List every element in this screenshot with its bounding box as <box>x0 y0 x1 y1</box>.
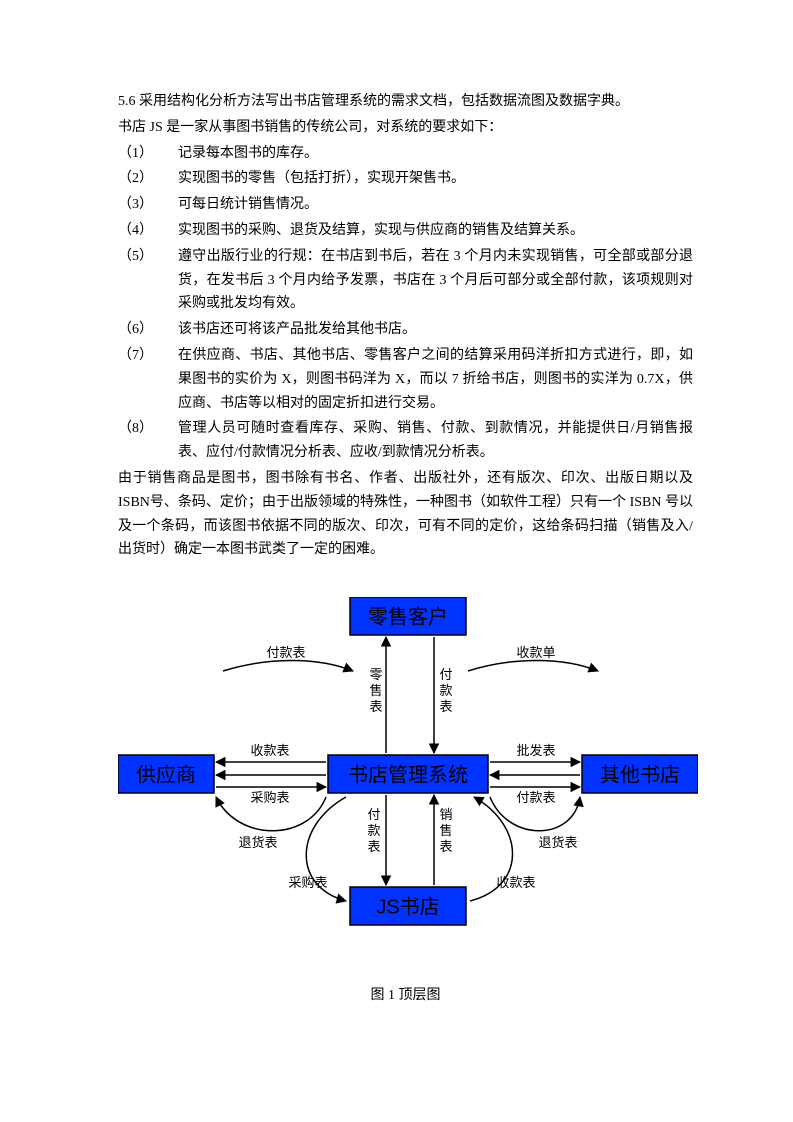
node-label-supplier: 供应商 <box>136 763 196 786</box>
edge-label: 表 <box>369 699 382 714</box>
section-heading: 5.6 采用结构化分析方法写出书店管理系统的需求文档，包括数据流图及数据字典。 <box>118 90 693 114</box>
closing-paragraph: 由于销售商品是图书，图书除有书名、作者、出版社外，还有版次、印次、出版日期以及 … <box>118 467 693 562</box>
requirement-item: （4）实现图书的采购、退货及结算，实现与供应商的销售及结算关系。 <box>118 219 693 243</box>
figure-caption: 图 1 顶层图 <box>118 984 693 1008</box>
node-label-system: 书店管理系统 <box>348 763 468 786</box>
dfd-top-level: 付款表零售表付款表收款单收款表采购表退货表批发表付款表退货表付款表销售表采购表收… <box>118 597 698 957</box>
edge-label: 零 <box>369 667 382 682</box>
item-number: （4） <box>118 219 178 243</box>
edge-label: 款 <box>439 683 452 698</box>
edge-label: 售 <box>369 683 382 698</box>
intro-text: 书店 JS 是一家从事图书销售的传统公司，对系统的要求如下： <box>118 116 693 140</box>
item-text: 遵守出版行业的行规：在书店到书后，若在 3 个月内未实现销售，可全部或部分退货，… <box>178 245 693 316</box>
item-text: 记录每本图书的库存。 <box>178 142 693 166</box>
edge-label: 采购表 <box>250 790 289 805</box>
item-text: 实现图书的零售（包括打折），实现开架售书。 <box>178 167 693 191</box>
edge-label: 收款表 <box>250 743 289 758</box>
edge-label: 付款表 <box>516 790 555 805</box>
item-text: 在供应商、书店、其他书店、零售客户之间的结算采用码洋折扣方式进行，即，如果图书的… <box>178 344 693 415</box>
node-label-other: 其他书店 <box>600 763 680 786</box>
requirement-item: （1）记录每本图书的库存。 <box>118 142 693 166</box>
requirements-list: （1）记录每本图书的库存。（2）实现图书的零售（包括打折），实现开架售书。（3）… <box>118 142 693 465</box>
requirement-item: （2）实现图书的零售（包括打折），实现开架售书。 <box>118 167 693 191</box>
edge-label: 收款表 <box>496 875 535 890</box>
node-label-js: JS书店 <box>376 895 439 918</box>
requirement-item: （5）遵守出版行业的行规：在书店到书后，若在 3 个月内未实现销售，可全部或部分… <box>118 245 693 316</box>
diagram-container: 付款表零售表付款表收款单收款表采购表退货表批发表付款表退货表付款表销售表采购表收… <box>118 597 693 1008</box>
edge-label: 表 <box>367 839 380 854</box>
requirement-item: （6）该书店还可将该产品批发给其他书店。 <box>118 318 693 342</box>
edge-label: 付 <box>367 807 380 822</box>
node-label-retail: 零售客户 <box>368 605 448 628</box>
item-text: 该书店还可将该产品批发给其他书店。 <box>178 318 693 342</box>
edge-label: 收款单 <box>516 645 555 660</box>
edge-label: 采购表 <box>288 875 327 890</box>
edge-label: 款 <box>367 823 380 838</box>
edge-label: 表 <box>439 699 452 714</box>
item-text: 可每日统计销售情况。 <box>178 193 693 217</box>
edge-label: 付 <box>439 667 452 682</box>
edge <box>223 661 353 672</box>
edge <box>468 661 598 672</box>
edge-label: 销 <box>439 807 452 822</box>
edge-label: 批发表 <box>516 743 555 758</box>
item-number: （5） <box>118 245 178 316</box>
item-number: （8） <box>118 417 178 465</box>
item-number: （1） <box>118 142 178 166</box>
item-number: （3） <box>118 193 178 217</box>
requirement-item: （8）管理人员可随时查看库存、采购、销售、付款、到款情况，并能提供日/月销售报表… <box>118 417 693 465</box>
edge-label: 退货表 <box>538 835 577 850</box>
item-text: 管理人员可随时查看库存、采购、销售、付款、到款情况，并能提供日/月销售报表、应付… <box>178 417 693 465</box>
item-number: （6） <box>118 318 178 342</box>
edge-label: 售 <box>439 823 452 838</box>
requirement-item: （7）在供应商、书店、其他书店、零售客户之间的结算采用码洋折扣方式进行，即，如果… <box>118 344 693 415</box>
edge-label: 付款表 <box>266 645 305 660</box>
requirement-item: （3）可每日统计销售情况。 <box>118 193 693 217</box>
item-text: 实现图书的采购、退货及结算，实现与供应商的销售及结算关系。 <box>178 219 693 243</box>
edge-label: 退货表 <box>238 835 277 850</box>
item-number: （2） <box>118 167 178 191</box>
item-number: （7） <box>118 344 178 415</box>
edge-label: 表 <box>439 839 452 854</box>
